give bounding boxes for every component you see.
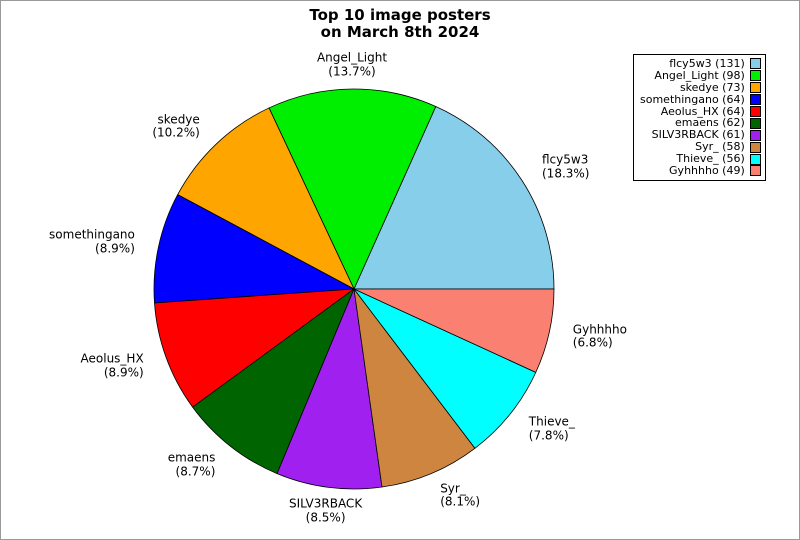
pie-slice-Thieve_ xyxy=(353,288,537,449)
slice-label-name: Aeolus_HX xyxy=(80,351,144,366)
legend-item: somethingano (64) xyxy=(640,92,761,106)
slice-label-name: Thieve_ xyxy=(528,414,575,429)
slice-label-percent: (8.1%) xyxy=(440,494,481,509)
legend-swatch xyxy=(749,129,761,141)
legend-item: flcy5w3 (131) xyxy=(640,58,761,70)
pie-slice-Gyhhhho xyxy=(353,288,555,373)
legend-item: Aeolus_HX (64) xyxy=(640,104,761,118)
chart-title-line1: Top 10 image posters xyxy=(309,6,491,24)
slice-label-percent: (10.2%) xyxy=(152,125,200,140)
legend-swatch xyxy=(749,106,761,117)
slice-label-flcy5w3: flcy5w3 (18.3%) xyxy=(542,152,590,181)
slice-label-percent: (8.7%) xyxy=(175,464,216,478)
pie-slice-skedye xyxy=(177,107,355,290)
slice-label-name: SILV3RBACK xyxy=(289,496,363,511)
slice-label-name: Syr_ xyxy=(440,481,466,496)
legend-item: SILV3RBACK (61) xyxy=(640,129,761,141)
slice-label-name: Angel_Light xyxy=(316,50,388,65)
pie-slice-Angel_Light xyxy=(268,88,437,290)
legend-label: Thieve_ (56) xyxy=(676,152,745,166)
pie-slice-Aeolus_HX xyxy=(154,288,355,408)
slice-label-Gyhhhho: Gyhhhho (6.8%) xyxy=(573,323,627,350)
slice-label-emaens: emaens (8.7%) xyxy=(167,450,216,479)
legend-swatch xyxy=(749,58,761,70)
slice-label-percent: (6.8%) xyxy=(572,335,613,350)
slice-label-SILV3RBACK: SILV3RBACK (8.5%) xyxy=(289,496,363,525)
pie-slice-emaens xyxy=(192,288,355,475)
chart-title-line2: on March 8th 2024 xyxy=(320,23,480,41)
legend-item: Syr_ (58) xyxy=(640,141,761,153)
chart-title: Top 10 image posters on March 8th 2024 xyxy=(1,7,799,41)
legend-label: somethingano (64) xyxy=(640,92,745,106)
slice-label-percent: (18.3%) xyxy=(542,166,590,181)
slice-label-name: emaens xyxy=(167,450,216,465)
legend-label: Aeolus_HX (64) xyxy=(660,104,745,118)
slice-label-name: flcy5w3 xyxy=(542,152,589,167)
slice-label-percent: (8.9%) xyxy=(103,365,144,379)
slice-label-percent: (7.8%) xyxy=(528,428,569,443)
legend: flcy5w3 (131) Angel_Light (98) skedye (73)… xyxy=(633,54,766,181)
slice-label-Angel_Light: Angel_Light (13.7%) xyxy=(316,50,388,79)
legend-swatch xyxy=(749,82,761,94)
legend-label: Gyhhhho (49) xyxy=(669,164,745,178)
slice-label-percent: (13.7%) xyxy=(328,64,376,78)
legend-label: emaens (62) xyxy=(674,116,745,130)
legend-label: Syr_ (58) xyxy=(695,140,745,154)
legend-item: skedye (73) xyxy=(640,80,761,94)
slice-label-Syr_: Syr_ (8.1%) xyxy=(440,482,480,509)
pie-slice-Syr_ xyxy=(353,288,476,488)
pie-slice-flcy5w3 xyxy=(353,106,555,290)
legend-swatch xyxy=(749,165,761,177)
slice-label-somethingano: somethingano (8.9%) xyxy=(49,227,135,256)
legend-item: Gyhhhho (49) xyxy=(640,165,761,177)
legend-item: Angel_Light (98) xyxy=(640,68,761,82)
pie-slice-SILV3RBACK xyxy=(276,288,383,490)
slice-label-Aeolus_HX: Aeolus_HX (8.9%) xyxy=(80,351,144,380)
slice-label-name: skedye xyxy=(157,112,200,126)
slice-label-percent: (8.5%) xyxy=(305,510,346,525)
legend-swatch xyxy=(749,153,761,165)
legend-item: Thieve_ (56) xyxy=(640,153,761,165)
pie-slice-somethingano xyxy=(153,194,355,304)
legend-item: emaens (62) xyxy=(640,117,761,129)
slice-label-name: somethingano xyxy=(49,227,135,242)
legend-swatch xyxy=(749,94,761,106)
legend-label: SILV3RBACK (61) xyxy=(651,128,745,142)
legend-swatch xyxy=(749,141,761,153)
legend-swatch xyxy=(749,117,761,129)
slice-label-Thieve_: Thieve_ (7.8%) xyxy=(528,414,575,443)
legend-swatch xyxy=(749,70,761,82)
slice-label-skedye: skedye (10.2%) xyxy=(152,112,200,140)
legend-label: flcy5w3 (131) xyxy=(669,57,745,70)
legend-label: Angel_Light (98) xyxy=(654,68,745,82)
slice-label-name: Gyhhhho xyxy=(572,322,627,337)
slice-label-percent: (8.9%) xyxy=(95,241,135,256)
legend-label: skedye (73) xyxy=(679,80,745,94)
